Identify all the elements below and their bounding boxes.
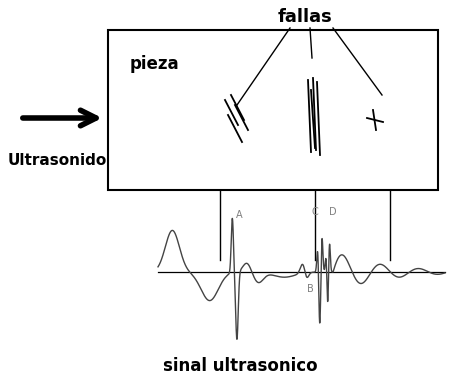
Text: C: C (311, 207, 318, 217)
Text: A: A (236, 210, 243, 220)
Text: fallas: fallas (278, 8, 332, 26)
Bar (108, 30, 438, 190)
Text: Ultrasonido: Ultrasonido (8, 153, 107, 168)
Text: B: B (307, 284, 314, 294)
Text: sinal ultrasonico: sinal ultrasonico (163, 357, 317, 375)
Text: pieza: pieza (130, 55, 180, 73)
Text: D: D (329, 207, 337, 217)
